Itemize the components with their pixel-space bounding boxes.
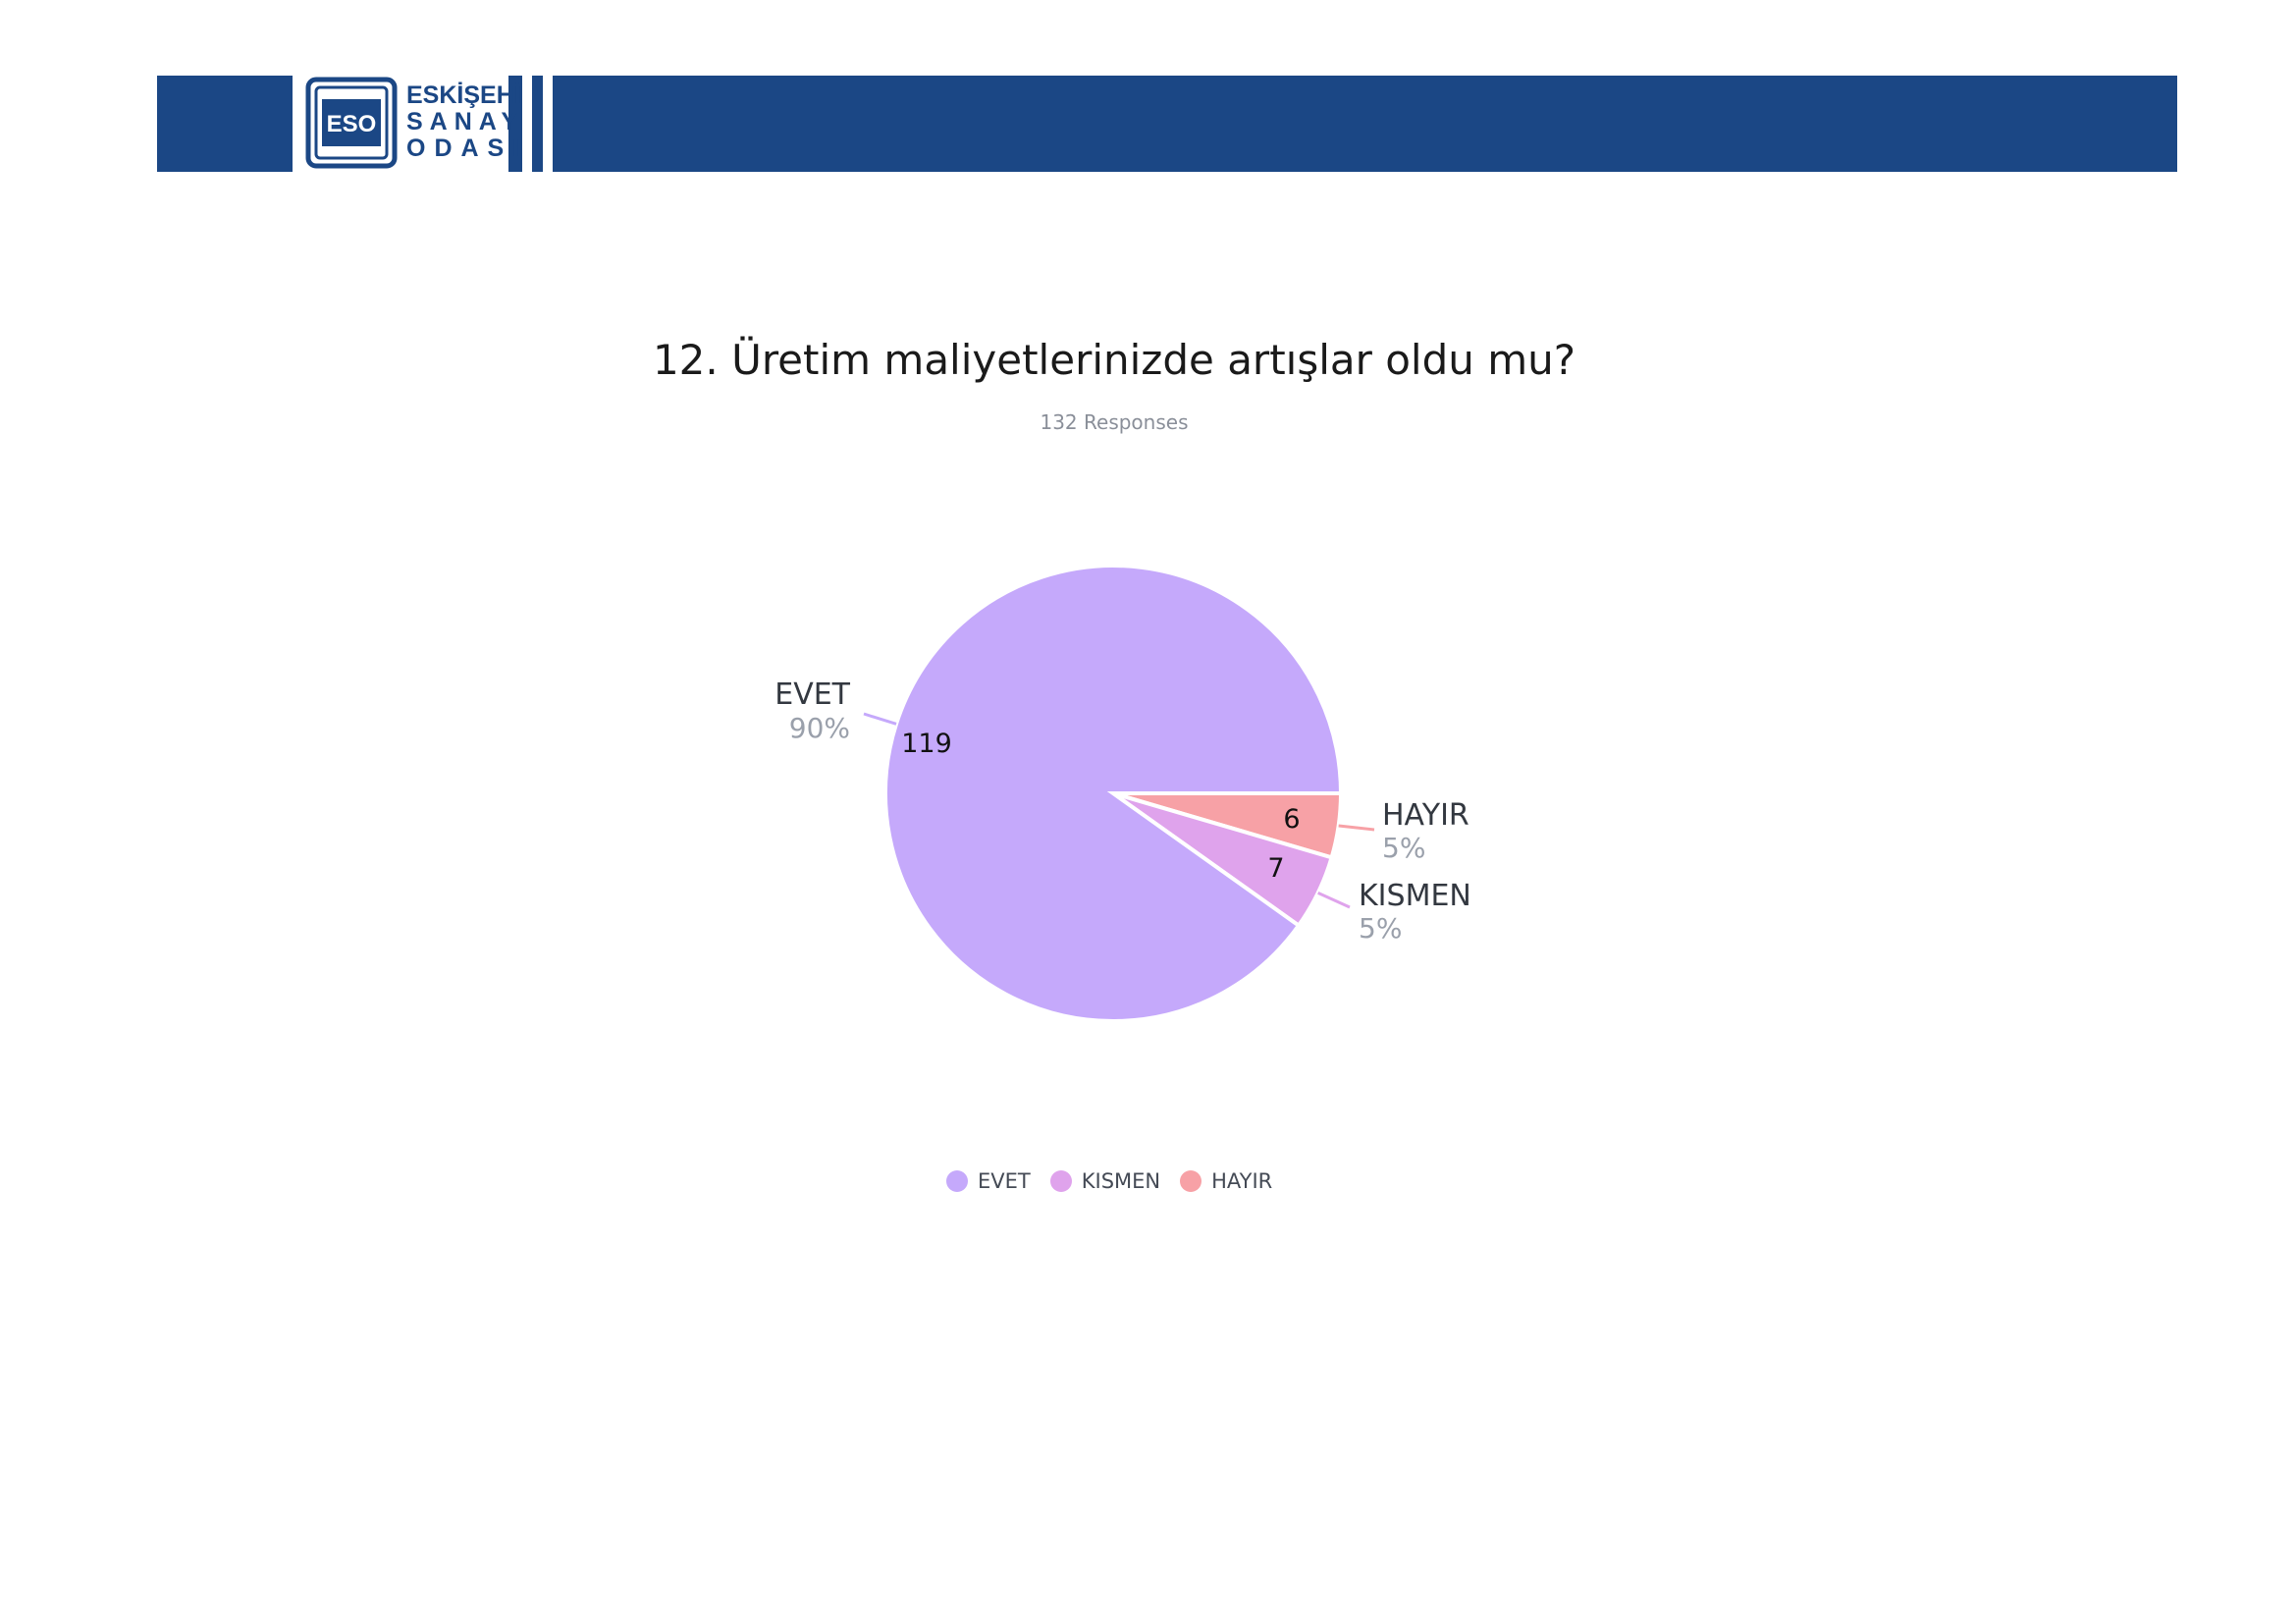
slice-percent-evet: 90% [789, 712, 850, 744]
chart-title: 12. Üretim maliyetlerinizde artışlar old… [652, 336, 1576, 384]
legend-label: HAYIR [1211, 1169, 1273, 1193]
slice-label-hayir: HAYIR [1382, 798, 1469, 833]
legend-swatch-icon [946, 1170, 968, 1192]
legend-label: KISMEN [1081, 1169, 1161, 1193]
logo-line3: ODASI [406, 135, 529, 162]
response-count: 132 Responses [1040, 410, 1189, 434]
logo-line1: ESKİŞEHİR [406, 81, 539, 109]
legend-swatch-icon [1180, 1170, 1202, 1192]
slice-count-evet: 119 [901, 729, 952, 759]
header-stripe-gap [522, 72, 532, 178]
eso-emblem-icon: ESO [305, 77, 398, 169]
leader-line-evet [863, 712, 897, 726]
legend-item-evet: EVET [946, 1169, 1031, 1193]
slice-count-hayir: 6 [1283, 804, 1300, 835]
logo-emblem-text: ESO [327, 111, 377, 137]
legend-item-hayir: HAYIR [1180, 1169, 1272, 1193]
leader-line-hayir [1338, 824, 1375, 832]
legend-label: EVET [978, 1169, 1031, 1193]
slice-count-kismen: 7 [1267, 853, 1284, 884]
leader-line-kismen [1317, 892, 1351, 909]
slice-label-kismen: KISMEN [1359, 879, 1471, 913]
legend-swatch-icon [1049, 1170, 1072, 1192]
header-stripe-gap [543, 72, 553, 178]
pie-slice-evet [883, 564, 1344, 1023]
logo: ESO ESKİŞEHİR SANAYİ ODASI [293, 72, 539, 178]
slice-percent-kismen: 5% [1359, 912, 1402, 945]
slice-percent-hayir: 5% [1382, 832, 1425, 864]
chart-legend: EVET KISMEN HAYIR [946, 1169, 1292, 1193]
slice-label-evet: EVET [774, 677, 850, 712]
legend-item-kismen: KISMEN [1049, 1169, 1161, 1193]
logo-line2: SANAYİ [406, 108, 539, 135]
